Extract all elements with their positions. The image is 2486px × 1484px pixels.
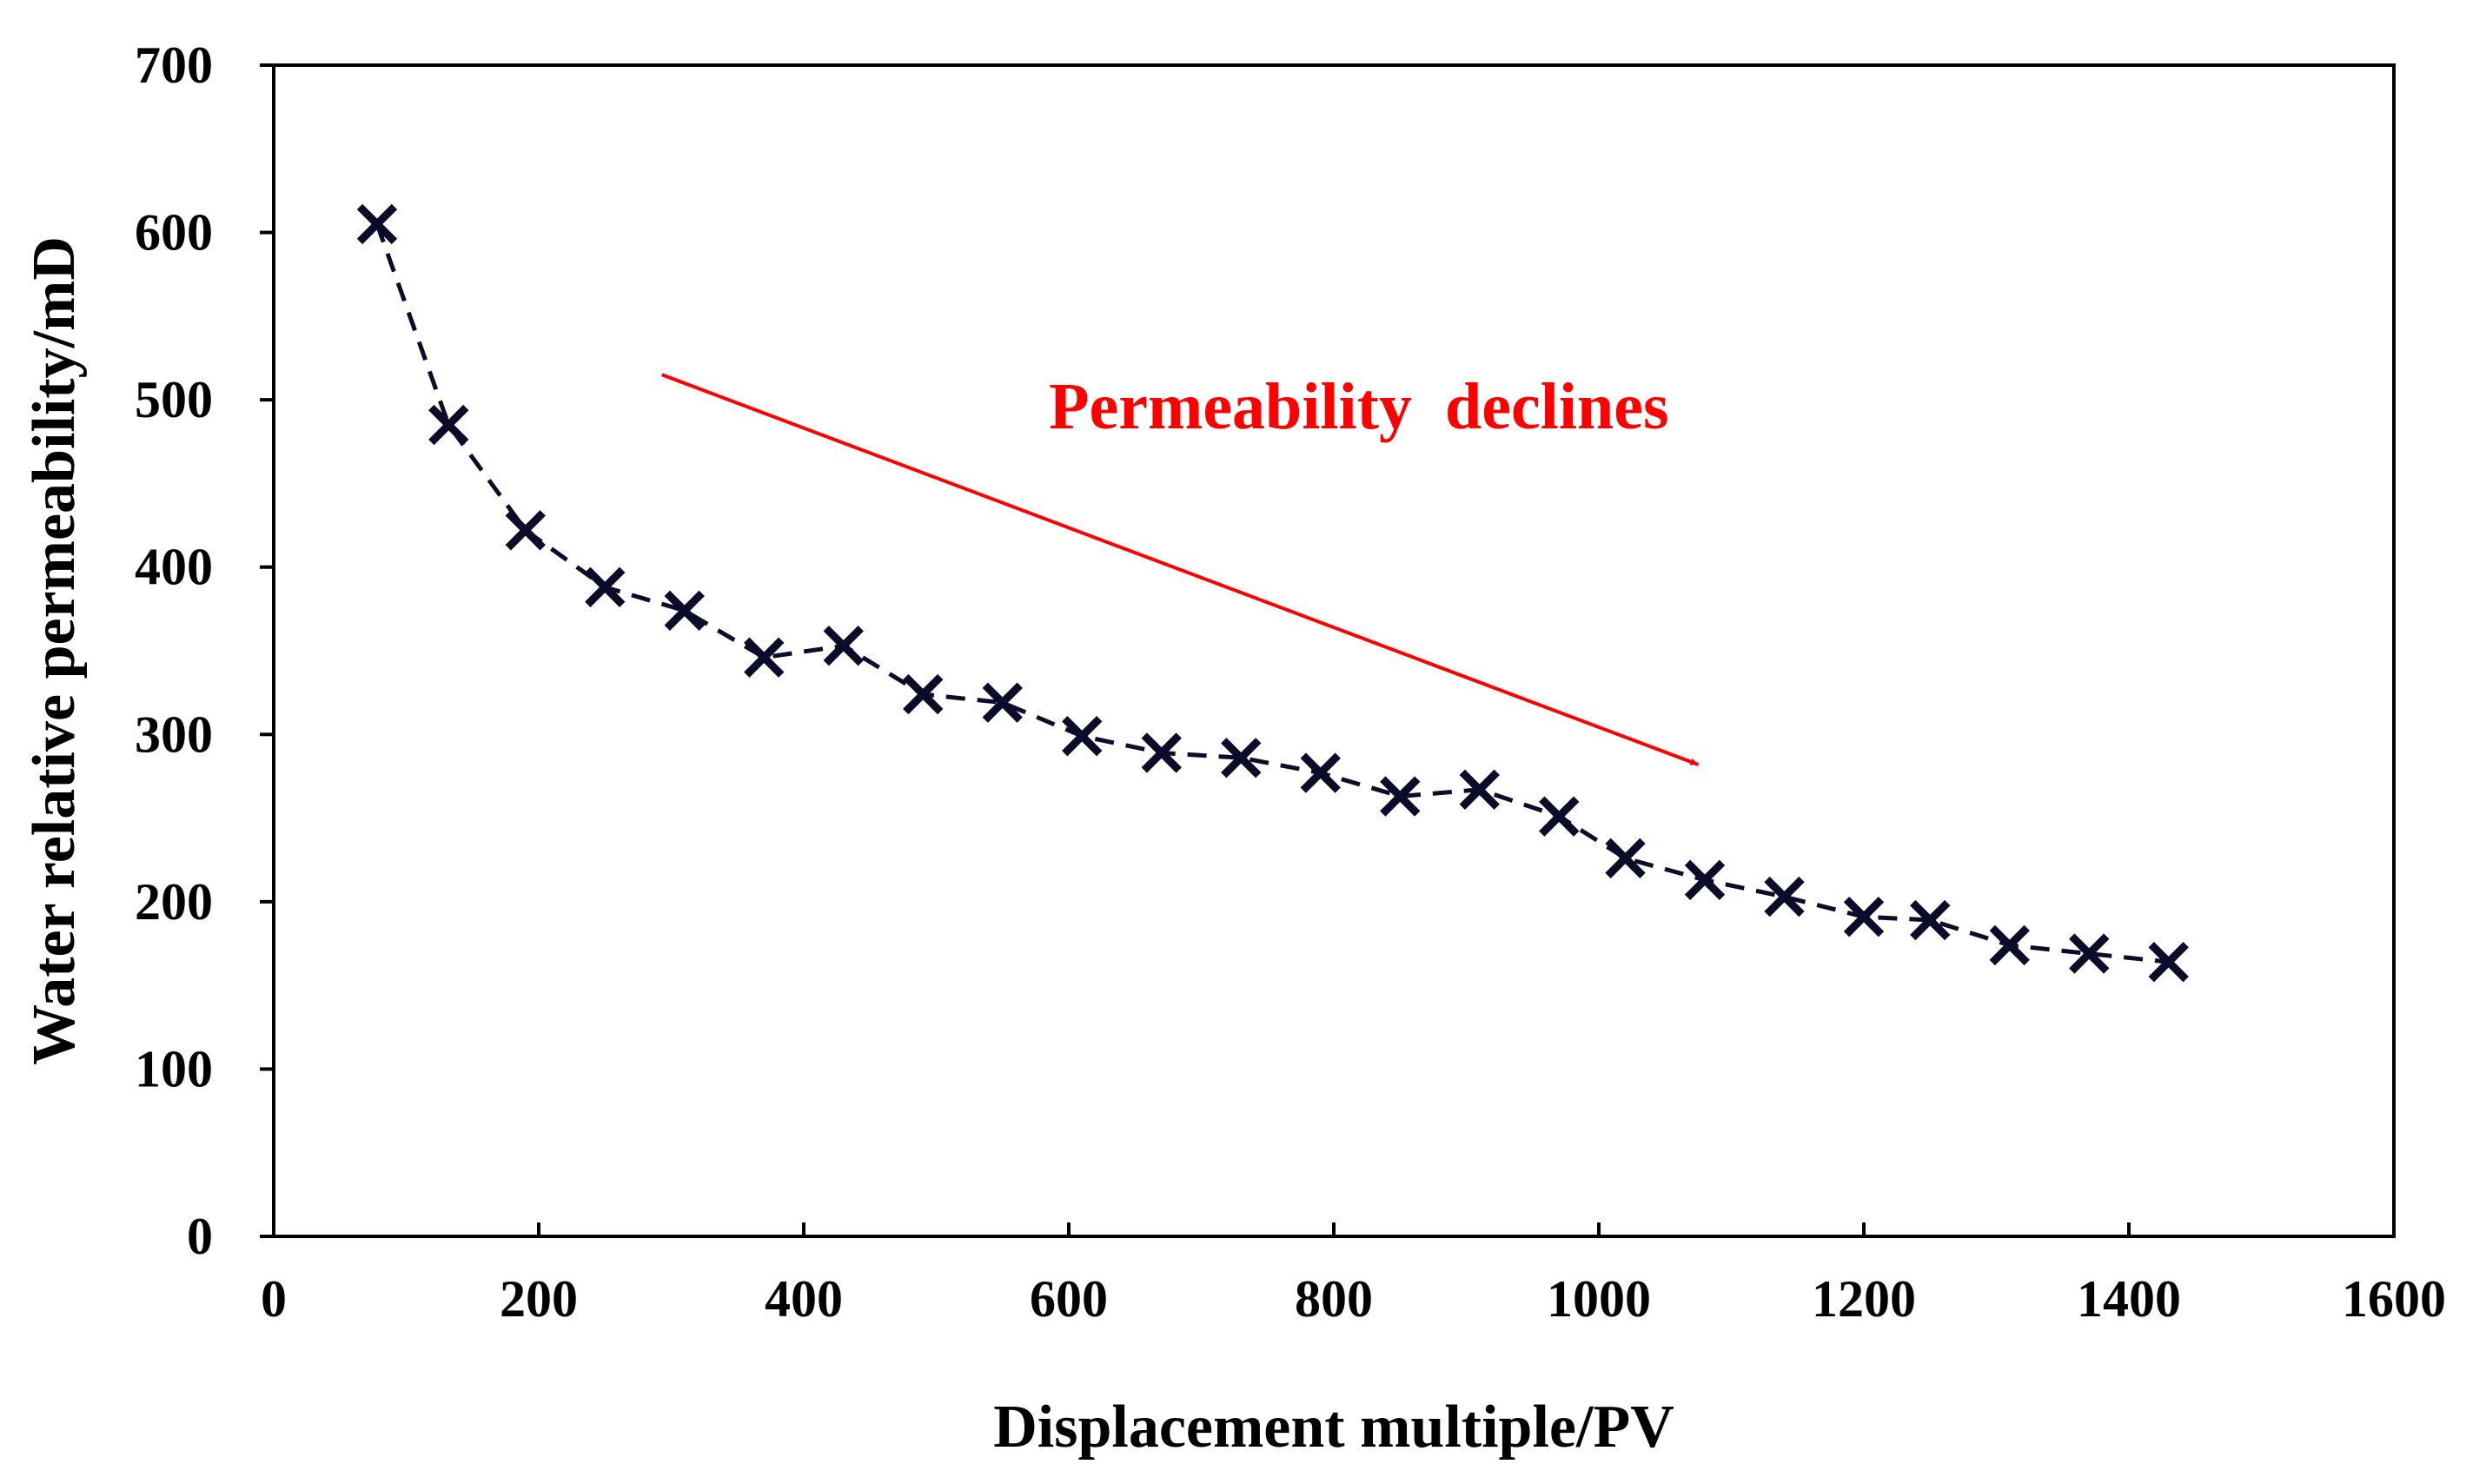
y-tick-label: 600	[135, 204, 213, 262]
x-tick-label: 600	[1030, 1270, 1108, 1328]
y-axis-title: Water relative permeability/mD	[21, 236, 88, 1065]
x-tick-label: 1200	[1812, 1270, 1916, 1328]
data-point	[982, 682, 1023, 723]
series-markers	[356, 203, 2189, 983]
y-tick-label: 0	[187, 1208, 213, 1265]
x-tick-label: 1000	[1547, 1270, 1651, 1328]
y-axis-ticks: 0 100 200 300 400 500 600 700	[135, 36, 274, 1265]
y-tick-label: 700	[135, 36, 213, 94]
data-point	[823, 626, 864, 666]
data-point	[744, 637, 785, 678]
data-point	[1221, 738, 1262, 778]
data-point	[1843, 897, 1885, 937]
data-point	[1605, 838, 1646, 878]
x-tick-label: 400	[765, 1270, 843, 1328]
data-point	[505, 510, 546, 551]
data-point	[1062, 716, 1103, 757]
annotation-arrow	[661, 373, 1700, 766]
x-tick-label: 200	[500, 1270, 578, 1328]
x-tick-label: 1600	[2342, 1270, 2446, 1328]
data-point	[2069, 933, 2110, 974]
x-tick-label: 800	[1295, 1270, 1373, 1328]
x-axis-ticks: 0 200 400 600 800 1000 1200 1400 1600	[261, 1222, 2446, 1328]
x-tick-label: 0	[261, 1270, 287, 1328]
y-tick-label: 300	[135, 706, 213, 763]
data-point	[356, 203, 398, 245]
plot-area-frame	[272, 63, 2396, 1238]
x-tick-label: 1400	[2077, 1270, 2181, 1328]
data-point	[1300, 752, 1341, 793]
data-point	[585, 566, 626, 608]
data-point	[428, 404, 469, 446]
series-dashed-line	[375, 223, 2170, 964]
data-point	[1764, 876, 1805, 918]
y-tick-label: 500	[135, 371, 213, 428]
y-tick-label: 200	[135, 873, 213, 931]
data-point	[2148, 942, 2189, 983]
data-point	[664, 590, 705, 631]
annotation-text: Permeability declines	[1049, 370, 1668, 443]
data-point	[1380, 776, 1421, 817]
data-point	[903, 673, 944, 715]
data-point	[1141, 732, 1182, 773]
y-tick-label: 400	[135, 539, 213, 596]
data-point	[1910, 899, 1951, 941]
x-axis-title: Displacement multiple/PV	[993, 1394, 1674, 1461]
data-point	[1539, 796, 1580, 837]
data-point	[1684, 859, 1726, 901]
data-point	[1989, 924, 2030, 966]
y-tick-label: 100	[135, 1040, 213, 1097]
data-point	[1459, 769, 1500, 811]
